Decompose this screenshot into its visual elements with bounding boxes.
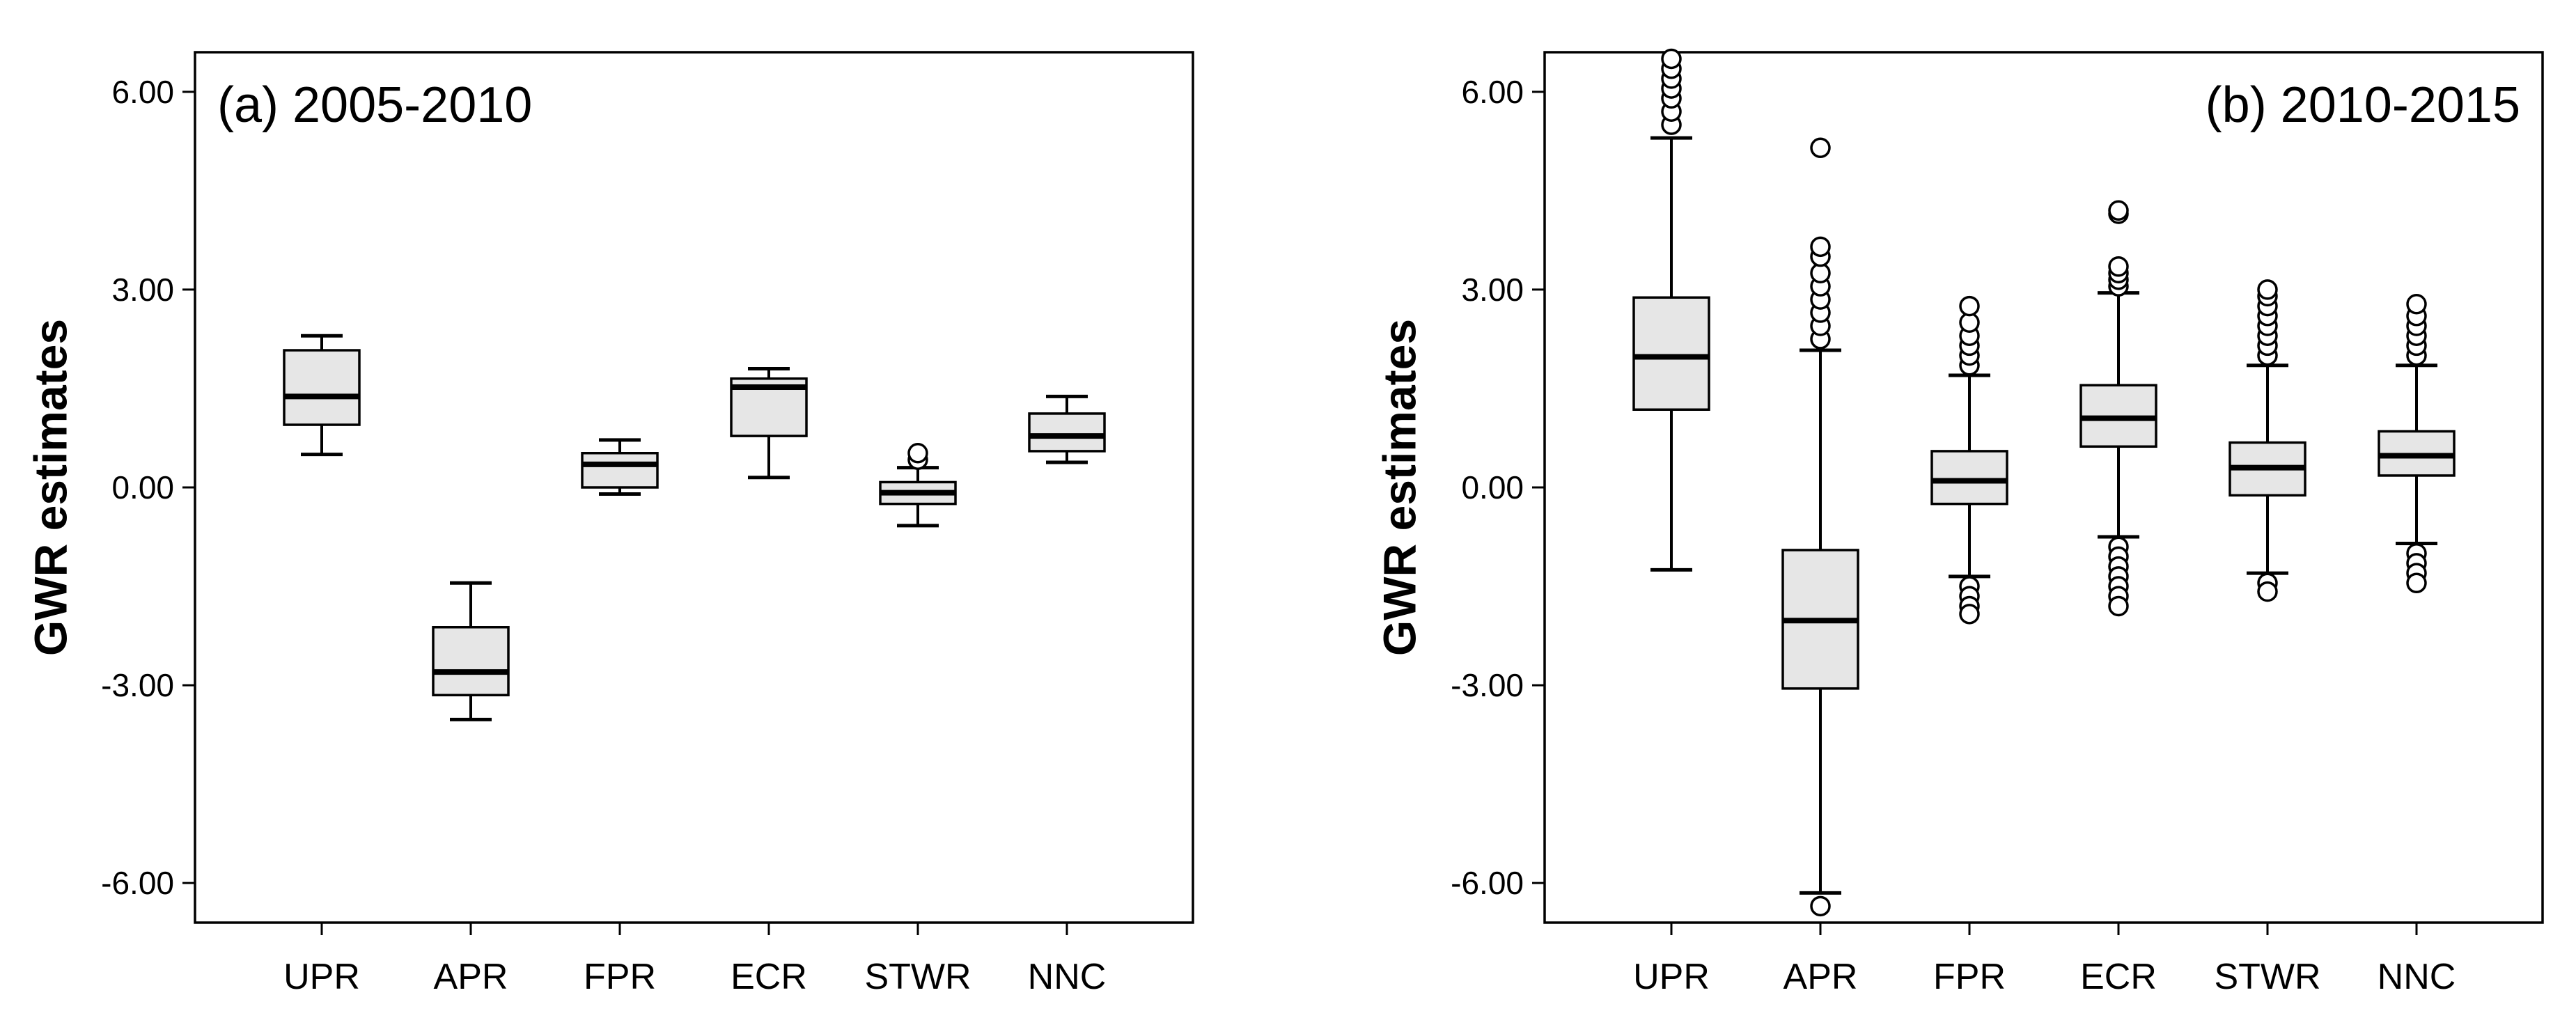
outlier-point [1959,295,1980,317]
y-tick-label: -3.00 [101,667,174,703]
y-tick-label: 3.00 [111,272,174,308]
outlier-point [907,443,928,464]
plot-frame [194,51,1194,924]
x-tick-label: UPR [283,957,360,997]
outlier-point [2108,256,2129,277]
outlier-point [1810,895,1831,917]
x-tick-label: FPR [1933,957,2006,997]
x-tick-label: APR [434,957,508,997]
x-tick-label: APR [1783,957,1858,997]
outlier-point [1810,137,1831,159]
x-tick-label: ECR [731,957,807,997]
x-tick-label: NNC [1028,957,1107,997]
box-upr: UPR [283,334,361,997]
box-stwr: STWR [2214,279,2321,997]
x-tick-label: STWR [864,957,971,997]
y-tick-label: -6.00 [101,865,174,901]
y-tick-label: 6.00 [1461,74,1524,110]
box-apr: APR [432,581,510,997]
y-tick-label: 0.00 [111,469,174,506]
outlier-point [2257,279,2278,300]
y-axis-label: GWR estimates [24,319,76,656]
iqr-box [1632,296,1710,412]
x-tick-label: NNC [2378,957,2456,997]
iqr-box [581,452,659,489]
y-tick-label: 0.00 [1461,469,1524,506]
panel-label: (b) 2010-2015 [2206,77,2520,133]
box-fpr: FPR [1930,295,2008,997]
x-tick-label: UPR [1633,957,1710,997]
outlier-point [2108,200,2129,221]
panel-label: (a) 2005-2010 [217,77,532,133]
box-upr: UPR [1632,48,1710,997]
box-nnc: NNC [1028,394,1107,997]
outlier-point [1661,48,1682,70]
y-tick-label: -3.00 [1451,667,1524,703]
box-stwr: STWR [864,443,971,997]
outlier-point [2108,595,2129,617]
panel-b: 6.00 3.00 0.00 -3.00 -6.00 GWR estimates (b) 2… [1373,48,2544,997]
x-tick-label: FPR [584,957,656,997]
y-tick-label: 6.00 [111,74,174,110]
y-tick-label: -6.00 [1451,865,1524,901]
outlier-point [2257,581,2278,602]
x-tick-label: STWR [2214,957,2320,997]
outlier-point [2406,572,2427,594]
outlier-point [1959,604,1980,625]
iqr-box [283,349,361,426]
iqr-box [1028,412,1106,453]
box-ecr: ECR [2079,200,2157,997]
panel-a: 6.00 3.00 0.00 -3.00 -6.00 GWR estimates (a) 2… [24,51,1194,997]
outlier-point [1810,236,1831,258]
box-fpr: FPR [581,438,659,997]
iqr-box [1930,450,2008,506]
box-apr: APR [1781,137,1859,997]
y-tick-label: 3.00 [1461,272,1524,308]
box-ecr: ECR [730,367,808,997]
iqr-box [432,626,510,697]
y-axis-label: GWR estimates [1373,319,1425,656]
box-nnc: NNC [2378,293,2456,997]
plot-frame [1543,51,2544,924]
x-tick-label: ECR [2080,957,2157,997]
outlier-point [2406,293,2427,315]
